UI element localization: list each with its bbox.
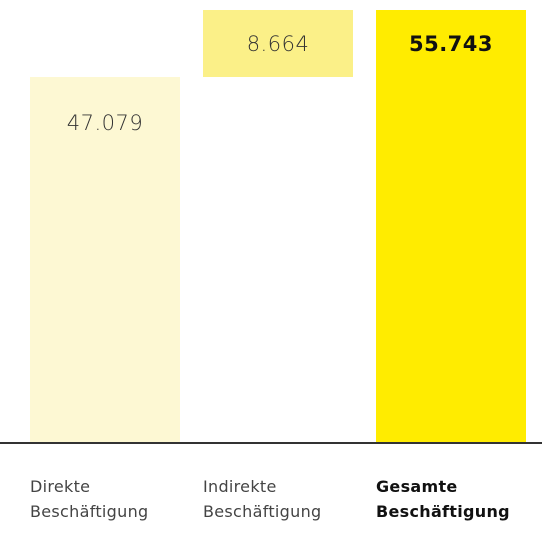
category-label: Gesamte Beschäftigung: [376, 477, 510, 521]
bar: [376, 10, 526, 442]
category-label: Indirekte Beschäftigung: [203, 477, 322, 521]
category-label: Direkte Beschäftigung: [30, 477, 149, 521]
bar: [30, 77, 180, 442]
value-label: 55.743: [408, 32, 494, 56]
value-label: 47.079: [66, 111, 144, 136]
value-label: 8.664: [246, 32, 310, 56]
bar: [203, 10, 353, 78]
baseline: [0, 442, 542, 444]
